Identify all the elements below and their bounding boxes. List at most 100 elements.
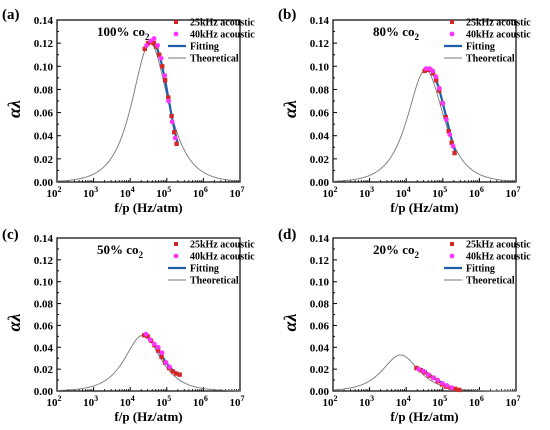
y-tick-label: 0.00	[310, 177, 330, 189]
x-tick-mantissa: 10	[359, 397, 371, 409]
y-axis-label: αλ	[280, 100, 300, 118]
condition-subscript: 2	[139, 250, 144, 260]
data-point-25khz	[452, 386, 458, 392]
data-point-40khz	[421, 368, 427, 374]
data-point-25khz	[159, 354, 164, 360]
y-tick-label: 0.10	[310, 61, 330, 73]
data-point-40khz	[151, 341, 157, 347]
y-tick-label: 0.12	[310, 38, 330, 50]
x-tick-exponent: 5	[443, 185, 447, 194]
data-point-40khz	[162, 73, 168, 78]
y-tick-label: 0.00	[310, 386, 330, 398]
legend-label: Theoretical	[190, 276, 239, 287]
panel-letter: (c)	[2, 227, 19, 243]
data-point-40khz	[155, 43, 160, 48]
legend-label: 40kHz acoustic	[190, 30, 255, 41]
y-tick-label: 0.02	[310, 364, 330, 376]
x-tick-label: 103	[83, 394, 98, 409]
data-point-40khz	[425, 372, 431, 378]
x-tick-label: 104	[396, 394, 411, 409]
data-point-40khz	[155, 344, 161, 350]
x-tick-mantissa: 10	[323, 188, 335, 200]
x-tick-label: 106	[469, 394, 484, 409]
condition-main: 80% co	[373, 24, 415, 39]
data-point-40khz	[430, 68, 436, 74]
condition-main: 100% co	[97, 24, 145, 39]
data-point-25khz	[169, 113, 174, 119]
x-tick-label: 107	[506, 394, 521, 409]
data-point-40khz	[444, 383, 450, 388]
legend-label: 25kHz acoustic	[190, 18, 255, 29]
x-tick-label: 102	[323, 185, 338, 200]
x-tick-label: 102	[323, 394, 338, 409]
y-tick-label: 0.00	[34, 386, 54, 398]
x-axis-label: f/p (Hz/atm)	[390, 200, 458, 215]
y-tick-label: 0.14	[310, 15, 330, 27]
data-point-40khz	[172, 135, 178, 141]
x-tick-mantissa: 10	[156, 188, 168, 200]
y-axis-label: αλ	[4, 314, 24, 332]
y-tick-label: 0.06	[310, 320, 330, 332]
x-tick-mantissa: 10	[193, 188, 205, 200]
x-tick-label: 105	[432, 185, 447, 200]
x-tick-label: 106	[193, 394, 208, 409]
x-tick-mantissa: 10	[359, 188, 371, 200]
legend-label: 25kHz acoustic	[466, 18, 531, 29]
y-tick-label: 0.14	[310, 233, 330, 245]
panel-letter: (d)	[278, 227, 296, 243]
legend-label: Fitting	[466, 42, 495, 53]
legend-label: Fitting	[190, 42, 219, 53]
condition-label: 80% co2	[373, 24, 420, 42]
x-tick-label: 107	[230, 394, 245, 409]
legend-marker-40khz	[449, 253, 455, 259]
data-point-40khz	[167, 364, 173, 370]
x-tick-mantissa: 10	[193, 397, 205, 409]
x-tick-label: 102	[47, 394, 62, 409]
data-point-40khz	[166, 98, 172, 104]
y-tick-label: 0.10	[310, 277, 330, 289]
data-point-40khz	[169, 119, 175, 125]
x-tick-label: 103	[359, 185, 374, 200]
data-point-40khz	[163, 360, 169, 365]
data-point-25khz	[142, 46, 147, 52]
x-tick-exponent: 3	[370, 185, 374, 194]
condition-subscript: 2	[145, 32, 150, 42]
x-tick-exponent: 5	[167, 185, 171, 194]
condition-main: 20% co	[373, 242, 415, 257]
x-tick-exponent: 2	[58, 185, 62, 194]
x-tick-mantissa: 10	[156, 397, 168, 409]
data-point-40khz	[433, 74, 439, 80]
x-tick-exponent: 7	[517, 394, 521, 403]
data-point-25khz	[456, 387, 462, 393]
x-tick-label: 102	[47, 185, 62, 200]
condition-label: 20% co2	[373, 242, 420, 260]
condition-main: 50% co	[97, 242, 139, 257]
legend-label: Fitting	[190, 264, 219, 275]
x-axis-label: f/p (Hz/atm)	[390, 409, 458, 424]
data-point-40khz	[151, 36, 157, 41]
panel-letter: (a)	[2, 7, 20, 23]
x-tick-label: 103	[83, 185, 98, 200]
legend-label: 40kHz acoustic	[466, 252, 531, 263]
y-tick-label: 0.12	[34, 255, 54, 267]
legend-label: 40kHz acoustic	[466, 30, 531, 41]
x-tick-exponent: 4	[131, 185, 135, 194]
legend-marker-25khz	[450, 20, 454, 24]
data-point-40khz	[159, 350, 165, 356]
data-point-25khz	[449, 140, 454, 145]
legend-label: Theoretical	[466, 54, 515, 65]
x-tick-mantissa: 10	[469, 188, 481, 200]
y-tick-label: 0.14	[34, 15, 54, 27]
data-point-40khz	[443, 117, 449, 122]
y-tick-label: 0.04	[310, 342, 330, 354]
data-point-25khz	[145, 40, 151, 46]
y-tick-label: 0.08	[34, 84, 54, 96]
panel-letter: (b)	[278, 7, 296, 23]
data-point-25khz	[172, 130, 177, 135]
x-tick-label: 104	[120, 185, 135, 200]
theoretical-curve	[332, 69, 517, 182]
